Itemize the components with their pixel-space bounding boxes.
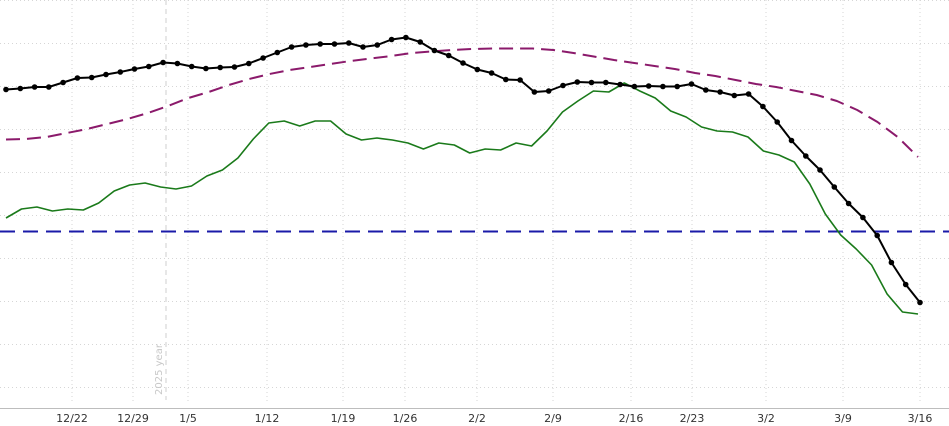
series-line-purple: [5, 47, 919, 158]
series-point-black: [417, 39, 424, 45]
series-point-black: [260, 55, 266, 61]
series-point-black: [403, 34, 409, 41]
series-point-black: [902, 281, 909, 288]
x-tick-label: 1/26: [393, 412, 418, 425]
series-point-black: [574, 79, 581, 85]
year-marker-label: 2025 year: [154, 343, 165, 395]
series-point-black: [745, 91, 752, 97]
series-layer: [0, 34, 949, 315]
series-point-black: [146, 63, 152, 70]
series-point-black: [288, 44, 295, 50]
x-tick-label: 1/19: [331, 412, 356, 425]
x-tick-label: 1/12: [255, 412, 280, 425]
x-tick-label: 1/5: [179, 412, 197, 425]
series-point-black: [888, 259, 895, 266]
series-point-black: [445, 52, 452, 59]
x-tick-label: 2/23: [680, 412, 705, 425]
series-point-black: [831, 184, 838, 190]
series-point-black: [717, 89, 723, 95]
series-point-black: [760, 103, 766, 110]
series-point-black: [560, 82, 566, 89]
series-point-black: [674, 83, 680, 90]
series-point-black: [631, 83, 638, 90]
series-point-black: [917, 299, 923, 306]
series-point-black: [174, 60, 181, 67]
year-marker-layer: 2025 year: [154, 0, 167, 400]
series-point-black: [374, 42, 381, 48]
series-point-black: [74, 75, 81, 81]
series-point-black: [131, 66, 138, 72]
series-point-black: [474, 66, 481, 73]
series-point-black: [688, 81, 695, 87]
series-point-black: [388, 36, 395, 43]
series-point-black: [660, 83, 666, 90]
series-point-black: [103, 71, 109, 78]
series-point-black: [231, 64, 238, 70]
series-point-black: [117, 69, 124, 75]
x-tick-label: 3/2: [757, 412, 775, 425]
series-point-black: [188, 63, 195, 70]
x-tick-label: 3/9: [834, 412, 852, 425]
series-point-black: [317, 41, 324, 47]
x-tick-label: 2/9: [544, 412, 562, 425]
series-point-black: [31, 84, 38, 90]
series-point-black: [503, 76, 509, 83]
series-point-black: [88, 74, 95, 81]
series-point-black: [617, 81, 623, 88]
x-tick-label: 2/2: [468, 412, 486, 425]
series-point-black: [460, 60, 466, 66]
series-point-black: [517, 77, 523, 83]
x-tick-label: 3/16: [908, 412, 933, 425]
grid-layer: [0, 0, 949, 409]
series-point-black: [246, 60, 252, 67]
x-tick-label: 12/29: [117, 412, 149, 425]
series-point-black: [46, 84, 52, 90]
series-line-black: [5, 36, 921, 304]
series-point-black: [488, 70, 495, 76]
series-point-black: [346, 40, 352, 46]
series-point-black: [845, 200, 852, 207]
series-point-black: [731, 92, 738, 99]
series-point-black: [531, 89, 538, 95]
series-point-black: [645, 83, 652, 89]
series-point-black: [860, 214, 866, 221]
series-point-black: [360, 44, 366, 50]
series-point-black: [603, 79, 609, 86]
series-point-black: [160, 59, 166, 66]
series-point-black: [331, 41, 338, 47]
series-point-black: [588, 79, 595, 86]
series-point-black: [817, 167, 823, 173]
series-point-black: [274, 49, 281, 56]
series-point-black: [545, 88, 552, 94]
series-point-black: [874, 232, 880, 239]
series-point-black: [431, 47, 438, 54]
series-point-black: [17, 85, 24, 92]
series-point-black: [217, 64, 223, 71]
series-point-black: [3, 86, 9, 93]
series-point-black: [803, 153, 809, 159]
series-point-black: [203, 65, 209, 72]
series-line-green: [5, 82, 919, 315]
x-tick-label: 12/22: [56, 412, 88, 425]
series-point-black: [788, 137, 795, 144]
x-tick-label: 2/16: [619, 412, 644, 425]
series-point-black: [303, 42, 309, 48]
series-point-black: [60, 79, 66, 86]
series-point-black: [774, 119, 780, 125]
series-point-black: [703, 87, 709, 93]
x-tick-labels: 12/22 12/29 1/5 1/12 1/19 1/26 2/2 2/9 2/16 2/23 3…: [56, 412, 932, 425]
